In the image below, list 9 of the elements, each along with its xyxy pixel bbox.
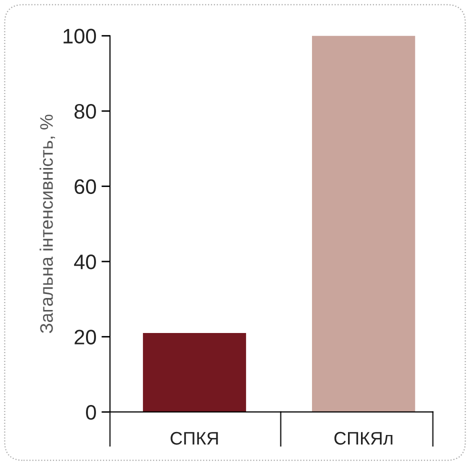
y-tick-label: 100 xyxy=(64,28,96,44)
y-tick-label: 0 xyxy=(86,404,96,420)
y-tick-label: 40 xyxy=(74,254,96,270)
y-tick-label: 60 xyxy=(74,179,96,194)
y-tick-label: 80 xyxy=(74,104,96,119)
x-tick-label: СПКЯ xyxy=(170,432,218,445)
x-tick-label: СПКЯл xyxy=(334,432,392,445)
y-axis-title: Загальна інтенсивність, % xyxy=(40,114,56,334)
y-tick-label: 20 xyxy=(74,330,96,345)
